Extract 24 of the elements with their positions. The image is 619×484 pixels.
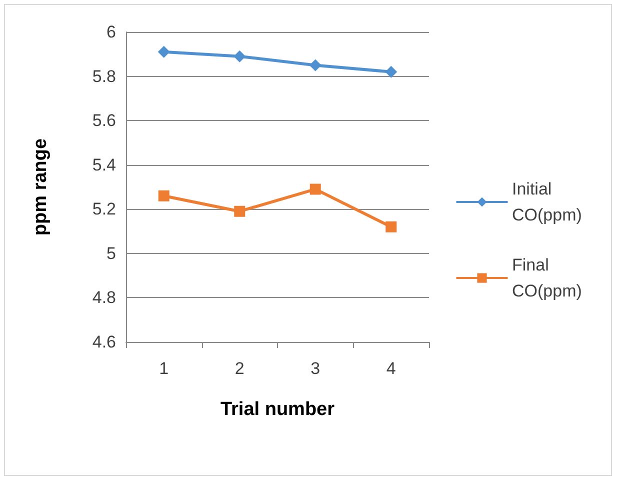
point [385,66,398,78]
y-tick-label: 6 [106,22,116,42]
y-tick-label: 4.6 [92,332,116,352]
y-tick-label: 5.8 [92,66,116,86]
point [158,46,170,58]
legend-label: Final CO(ppm) [512,256,582,300]
point [158,190,170,202]
y-tick-label: 5 [106,244,116,263]
x-tick-label: 4 [386,359,396,378]
x-tick-label: 3 [310,359,320,378]
x-axis-title: Trial number [220,399,336,420]
point [310,184,321,195]
y-tick-label: 5.2 [92,200,116,219]
x-tick-label: 2 [234,359,244,378]
y-tick-label: 4.8 [92,288,116,308]
point [386,221,397,232]
x-tick-label: 1 [159,359,169,378]
point [234,50,246,62]
point [234,206,246,217]
y-tick-label: 5.4 [92,155,116,174]
point [309,59,322,72]
legend-label: Initial CO(ppm) [512,180,582,224]
y-tick-label: 5.6 [92,111,116,130]
y-axis-title: ppm range [30,138,51,236]
